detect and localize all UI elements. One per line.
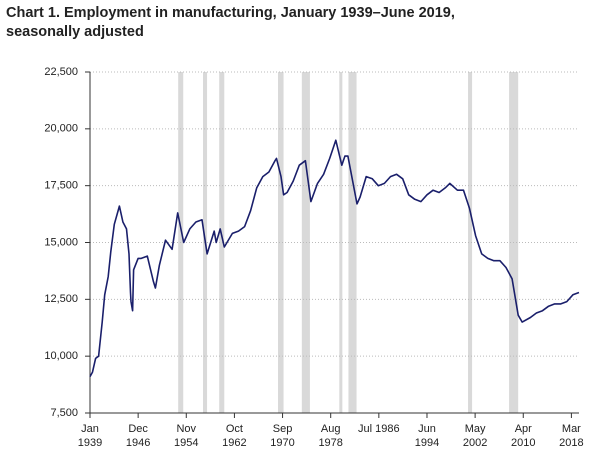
y-tick-label: 10,000 [44, 350, 78, 362]
x-tick-label: Nov 1954 [174, 423, 199, 449]
x-tick-label: Jun 1994 [414, 423, 440, 449]
y-tick-label: 20,000 [44, 123, 78, 135]
y-tick-label: 17,500 [44, 180, 78, 192]
x-tick-label: Oct 1962 [222, 423, 247, 449]
chart-title: Chart 1. Employment in manufacturing, Ja… [6, 5, 455, 40]
x-tick-label: Dec 1946 [125, 423, 151, 449]
x-tick-label: Aug 1978 [318, 423, 343, 449]
recession-band [277, 72, 284, 413]
x-tick-label: Jul 1986 [358, 423, 400, 435]
y-tick-label: 12,500 [44, 293, 78, 305]
y-tick-label: 7,500 [50, 407, 78, 419]
y-tick-label: 15,000 [44, 236, 78, 248]
series-line [89, 139, 580, 377]
x-tick-label: May 2002 [462, 423, 488, 449]
recession-band [468, 72, 473, 413]
recession-band [348, 72, 357, 413]
recession-band [219, 72, 225, 413]
recession-band [301, 72, 310, 413]
x-tick-label: Mar 2018 [559, 423, 584, 449]
x-tick-label: Apr 2010 [511, 423, 536, 449]
y-tick-label: 22,500 [44, 66, 78, 78]
recession-band [339, 72, 343, 413]
x-tick-label: Sep 1970 [270, 423, 295, 449]
x-tick-label: Jan 1939 [77, 423, 103, 449]
